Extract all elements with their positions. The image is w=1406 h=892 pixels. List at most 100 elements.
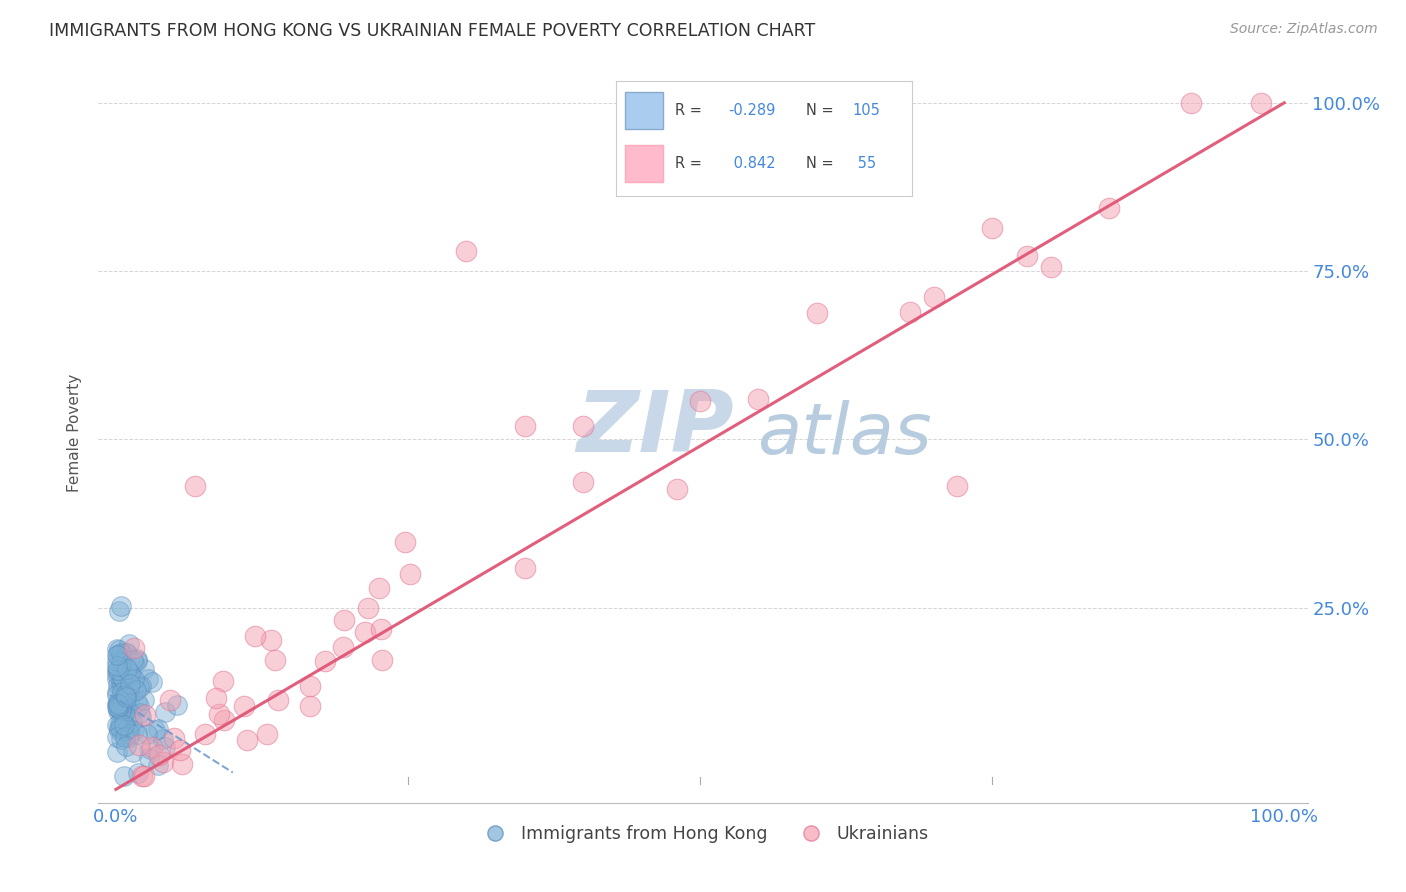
Point (211, 673, 233, 688)
Point (153, 705, 176, 719)
Point (105, 659, 128, 673)
Point (456, 244, 478, 258)
Point (107, 704, 129, 718)
Point (368, 582, 391, 596)
Point (299, 679, 322, 693)
Point (172, 756, 194, 771)
Point (125, 695, 148, 709)
Point (332, 640, 354, 654)
Point (120, 669, 142, 683)
Point (125, 652, 148, 666)
Point (132, 769, 155, 783)
Point (114, 731, 136, 745)
Y-axis label: Female Poverty: Female Poverty (67, 374, 83, 491)
Point (256, 727, 278, 741)
Point (105, 698, 128, 712)
Point (259, 632, 281, 647)
Point (118, 707, 141, 722)
Point (152, 756, 174, 770)
Point (107, 698, 129, 712)
Point (394, 534, 416, 549)
Point (747, 392, 769, 406)
Point (120, 676, 142, 690)
Point (513, 418, 536, 433)
Point (112, 769, 135, 783)
Point (122, 744, 145, 758)
Point (128, 680, 150, 694)
Point (111, 697, 134, 711)
Text: Source: ZipAtlas.com: Source: ZipAtlas.com (1230, 22, 1378, 37)
Point (399, 566, 422, 581)
Point (128, 706, 150, 720)
Point (115, 703, 138, 717)
Point (118, 669, 141, 683)
Point (105, 666, 128, 681)
Point (152, 732, 174, 747)
Point (105, 718, 128, 732)
Point (125, 683, 148, 698)
Point (110, 685, 132, 699)
Point (110, 646, 132, 660)
Point (169, 743, 191, 757)
Point (105, 745, 128, 759)
Point (115, 690, 138, 704)
Point (981, 221, 1004, 235)
Point (107, 697, 129, 711)
Point (107, 698, 129, 713)
Point (212, 713, 235, 727)
Point (166, 698, 188, 713)
Point (134, 708, 156, 723)
Point (141, 740, 163, 755)
Text: IMMIGRANTS FROM HONG KONG VS UKRAINIAN FEMALE POVERTY CORRELATION CHART: IMMIGRANTS FROM HONG KONG VS UKRAINIAN F… (49, 22, 815, 40)
Point (665, 482, 688, 496)
Point (105, 653, 128, 667)
Point (146, 722, 169, 736)
Point (236, 733, 259, 747)
Point (107, 702, 129, 716)
Point (115, 723, 138, 737)
Point (298, 698, 321, 713)
Point (263, 652, 285, 666)
Point (122, 685, 145, 699)
Point (110, 703, 132, 717)
Point (205, 691, 228, 706)
Point (122, 653, 145, 667)
Point (105, 672, 128, 686)
Point (107, 697, 129, 711)
Point (243, 629, 266, 643)
Point (108, 642, 131, 657)
Point (946, 479, 969, 493)
Point (129, 679, 152, 693)
Point (105, 689, 128, 703)
Point (122, 640, 145, 655)
Point (138, 742, 160, 756)
Point (357, 601, 380, 615)
Point (132, 693, 155, 707)
Point (108, 702, 131, 716)
Point (108, 604, 131, 618)
Text: atlas: atlas (758, 400, 932, 468)
Point (135, 727, 157, 741)
Point (159, 692, 181, 706)
Point (194, 726, 217, 740)
Point (513, 561, 536, 575)
Point (107, 648, 129, 662)
Point (1250, 95, 1272, 110)
Point (108, 716, 131, 731)
Legend: Immigrants from Hong Kong, Ukrainians: Immigrants from Hong Kong, Ukrainians (471, 818, 935, 850)
Point (114, 688, 136, 702)
Point (117, 662, 139, 676)
Point (134, 662, 156, 676)
Point (314, 654, 336, 668)
Point (572, 475, 595, 490)
Point (370, 622, 392, 636)
Point (107, 677, 129, 691)
Point (111, 709, 134, 723)
Point (110, 675, 132, 690)
Point (124, 723, 146, 738)
Point (1039, 260, 1062, 274)
Point (122, 657, 145, 671)
Point (105, 699, 128, 714)
Point (1180, 95, 1202, 110)
Point (118, 636, 141, 650)
